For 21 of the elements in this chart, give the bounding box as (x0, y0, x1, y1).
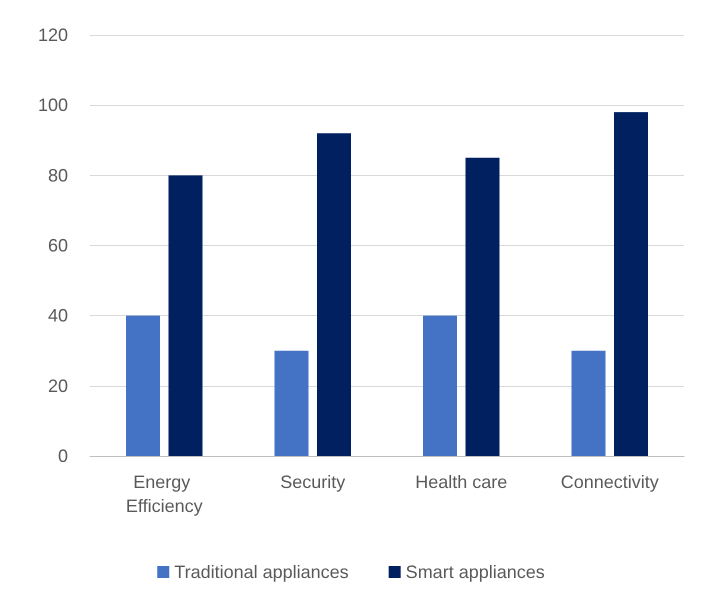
bar (614, 112, 648, 456)
y-tick-label: 0 (58, 446, 68, 466)
bar (466, 158, 500, 456)
legend-label: Traditional appliances (174, 562, 349, 582)
x-tick-label: Energy Efficiency (126, 472, 203, 516)
bar (423, 316, 457, 456)
bar (274, 350, 308, 456)
x-tick-label: Security (280, 472, 346, 492)
y-tick-label: 80 (48, 165, 68, 186)
bar (572, 350, 606, 456)
x-tick-label: Connectivity (560, 472, 659, 492)
y-tick-label: 100 (38, 95, 68, 116)
y-tick-label: 20 (48, 376, 68, 396)
x-tick-label: Health care (415, 472, 508, 492)
bar (168, 175, 202, 456)
y-tick-label: 120 (38, 25, 68, 45)
y-tick-label: 40 (48, 306, 68, 326)
legend-label: Smart appliances (406, 562, 545, 582)
bar (317, 133, 351, 456)
y-tick-label: 60 (48, 236, 68, 256)
bar (126, 316, 160, 456)
